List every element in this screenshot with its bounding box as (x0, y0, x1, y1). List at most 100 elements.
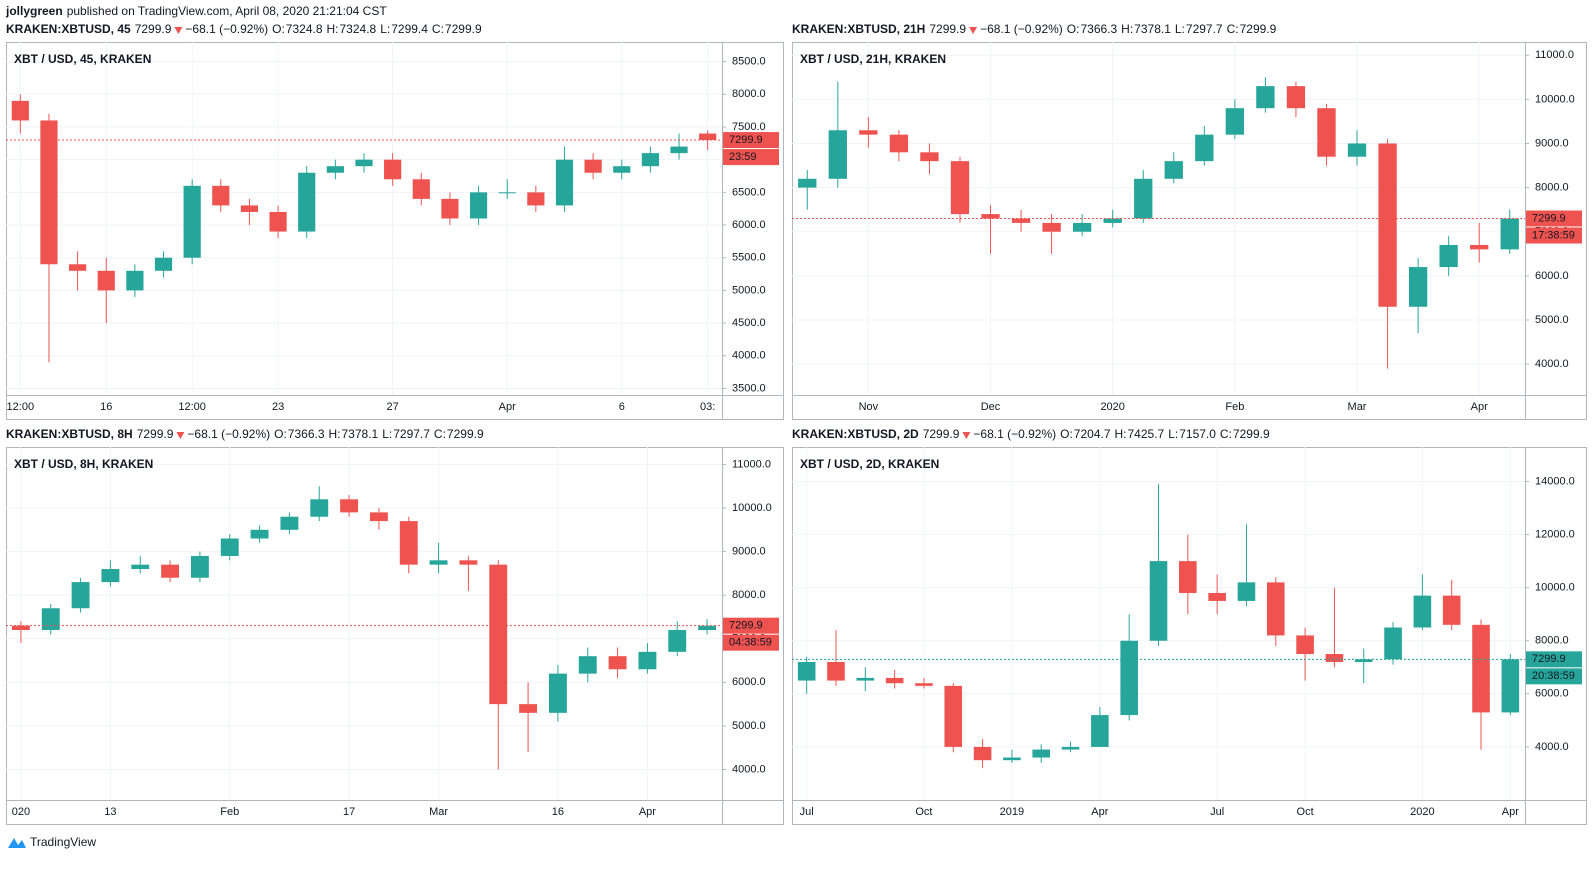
down-arrow-icon (969, 27, 978, 34)
last-price: 7299.9 (137, 427, 174, 441)
y-tick-label: 4000.0 (1535, 358, 1569, 370)
candle-body (698, 625, 717, 631)
x-tick-label: 16 (552, 806, 564, 818)
candle-body (154, 257, 173, 271)
last-price-tag-label: 7299.9 (729, 134, 763, 146)
ohlc-label: C: (434, 427, 446, 441)
x-tick-label: Mar (1348, 401, 1367, 413)
ohlc-value: 7425.7 (1128, 427, 1165, 441)
chart-legend: XBT / USD, 8H, KRAKEN (14, 457, 153, 471)
x-tick-label: Jul (1210, 806, 1224, 818)
change: −68.1 (−0.92%) (187, 427, 270, 441)
ohlc-label: L: (382, 427, 392, 441)
candle-body (1003, 757, 1021, 761)
last-price-tag-label: 7299.9 (1532, 212, 1566, 224)
x-tick-label: 6 (619, 401, 625, 413)
down-arrow-icon (962, 432, 971, 439)
candle-body (973, 746, 992, 761)
x-tick-label: 12:00 (178, 401, 206, 413)
countdown-tag (1526, 668, 1582, 685)
candle-body (190, 555, 209, 578)
candle-body (489, 564, 508, 705)
down-arrow-icon (174, 27, 183, 34)
candle-body (326, 166, 344, 173)
y-tick-label: 4500.0 (732, 317, 766, 329)
ohlc-label: H: (1115, 427, 1127, 441)
y-tick-label: 8000.0 (1535, 635, 1569, 647)
ohlc-label: C: (432, 22, 444, 36)
ohlc-value: 7366.3 (288, 427, 325, 441)
candle-body (856, 677, 875, 681)
chart-legend: XBT / USD, 45, KRAKEN (14, 52, 151, 66)
candle-body (1413, 595, 1432, 628)
candle-body (1296, 635, 1314, 655)
panel-border (792, 42, 1587, 420)
y-tick-label: 5500.0 (732, 252, 766, 264)
candle-body (548, 673, 567, 713)
ohlc-value: 7299.9 (1240, 22, 1277, 36)
ohlc-label: L: (1175, 22, 1185, 36)
y-tick-label: 5000.0 (732, 284, 766, 296)
candle-body (608, 656, 627, 670)
candle-body (11, 100, 29, 121)
candle-body (412, 179, 430, 199)
candle-body (280, 516, 299, 530)
down-arrow-icon (176, 432, 185, 439)
candle-body (1347, 143, 1367, 157)
x-tick-label: Oct (1297, 806, 1314, 818)
y-tick-label: 3500.0 (732, 382, 766, 394)
x-tick-label: 13 (104, 806, 116, 818)
candle-body (126, 270, 144, 291)
y-tick-label: 11000.0 (1535, 49, 1574, 61)
last-price-tag (1526, 651, 1582, 668)
candle-body (827, 661, 845, 681)
x-tick-label: 16 (100, 401, 112, 413)
candle-body (1442, 595, 1461, 625)
candle-body (1103, 218, 1122, 223)
y-tick-label: 11000.0 (732, 458, 771, 470)
candle-body (1378, 143, 1397, 307)
candle-body (798, 178, 817, 188)
y-tick-label: 8000.0 (732, 589, 766, 601)
ohlc-label: O: (272, 22, 285, 36)
symbol: KRAKEN:XBTUSD, 21H (792, 22, 925, 36)
y-tick-label: 9000.0 (732, 545, 766, 557)
candle-body (71, 582, 90, 609)
candle-body (469, 192, 488, 219)
candle-body (1354, 659, 1373, 662)
y-tick-label: 5000.0 (1535, 314, 1569, 326)
candle-body (519, 704, 538, 713)
y-tick-label: 10000.0 (732, 502, 772, 514)
y-tick-label: 4000.0 (732, 763, 766, 775)
candle-body (1032, 749, 1051, 758)
ohlc-value: 7366.3 (1080, 22, 1117, 36)
candle-body (641, 153, 659, 167)
ohlc-value: 7299.9 (447, 427, 484, 441)
candle-body (1179, 561, 1197, 593)
x-tick-label: Apr (499, 401, 516, 413)
ohlc-label: H: (1121, 22, 1133, 36)
candle-body (1061, 746, 1080, 750)
countdown-tag (723, 634, 779, 651)
candle-body (310, 499, 329, 517)
candle-body (915, 683, 933, 686)
y-tick-label: 6500.0 (732, 186, 766, 198)
ohlc-label: O: (274, 427, 287, 441)
ohlc-label: H: (327, 22, 339, 36)
ohlc-value: 7324.8 (340, 22, 377, 36)
candle-body (920, 152, 939, 162)
x-tick-label: 2020 (1100, 401, 1124, 413)
x-tick-label: Oct (915, 806, 932, 818)
countdown-label: 20:38:59 (1532, 670, 1575, 682)
candle-body (40, 120, 58, 265)
candle-body (1195, 134, 1214, 162)
tradingview-logo (8, 838, 26, 848)
change: −68.1 (−0.92%) (185, 22, 268, 36)
candle-body (889, 134, 909, 153)
candle-body (797, 661, 816, 681)
chart-legend: XBT / USD, 21H, KRAKEN (800, 52, 946, 66)
candle-body (1011, 218, 1031, 223)
change: −68.1 (−0.92%) (980, 22, 1063, 36)
x-tick-label: Apr (1471, 401, 1488, 413)
